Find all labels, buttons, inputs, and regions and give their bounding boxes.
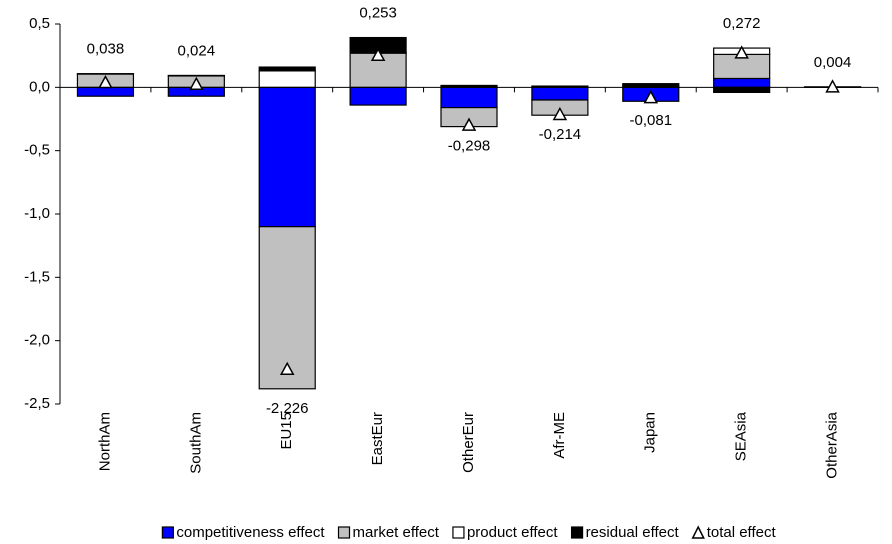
x-tick-label: OtherAsia [824, 411, 841, 478]
total-marker [825, 79, 840, 93]
x-tick-label: Afr-ME [551, 412, 568, 459]
x-tick-label: SEAsia [733, 411, 750, 461]
total-marker [552, 106, 568, 121]
legend-label: competitiveness effect [176, 524, 325, 541]
legend-swatch [161, 526, 174, 539]
total-marker [461, 117, 477, 131]
bar-segment [531, 86, 589, 101]
legend-label: product effect [467, 524, 558, 541]
x-tick-label: EU15 [278, 412, 295, 450]
y-tick-label: 0,5 [29, 15, 50, 32]
value-label: -2,226 [266, 400, 309, 417]
legend-swatch [691, 525, 705, 539]
y-tick-label: -1,0 [24, 205, 50, 222]
bar-segment [258, 70, 316, 88]
total-marker [98, 74, 113, 89]
legend-label: residual effect [586, 524, 680, 541]
x-tick-label: Japan [642, 412, 659, 453]
bar-segment [622, 83, 680, 87]
bar-segment [349, 86, 407, 106]
y-tick-label: -1,5 [24, 268, 50, 285]
x-tick-label: EastEur [369, 412, 386, 465]
total-marker [734, 45, 749, 59]
value-label: 0,004 [814, 54, 852, 71]
value-label: 0,253 [359, 5, 397, 22]
x-tick-label: SouthAm [187, 412, 204, 474]
bar-segment [258, 86, 316, 228]
y-tick-label: 0,0 [29, 78, 50, 95]
value-label: 0,038 [87, 41, 125, 58]
total-marker [643, 90, 659, 104]
value-label: 0,272 [723, 15, 761, 32]
legend-label: market effect [353, 524, 440, 541]
total-marker [189, 76, 204, 91]
bar-segment [76, 86, 135, 97]
value-label: -0,081 [630, 112, 673, 129]
y-tick-label: -0,5 [24, 142, 50, 159]
y-tick-label: -2,0 [24, 332, 50, 349]
value-label: -0,214 [539, 126, 582, 143]
legend-label: total effect [707, 524, 777, 541]
value-label: -0,298 [448, 138, 491, 155]
bar-segment [713, 86, 771, 94]
legend-swatch [570, 526, 584, 539]
legend-swatch [452, 526, 465, 539]
legend-swatch [337, 526, 351, 539]
total-marker [279, 361, 295, 376]
bar-segment [713, 77, 771, 88]
x-tick-label: NorthAm [96, 412, 113, 471]
x-tick-label: OtherEur [460, 412, 477, 473]
bar-segment [258, 66, 316, 72]
value-label: 0,024 [178, 42, 216, 59]
total-marker [370, 47, 386, 62]
bar-segment [440, 86, 498, 109]
bar-segment [167, 74, 225, 77]
y-tick-label: -2,5 [24, 395, 50, 412]
